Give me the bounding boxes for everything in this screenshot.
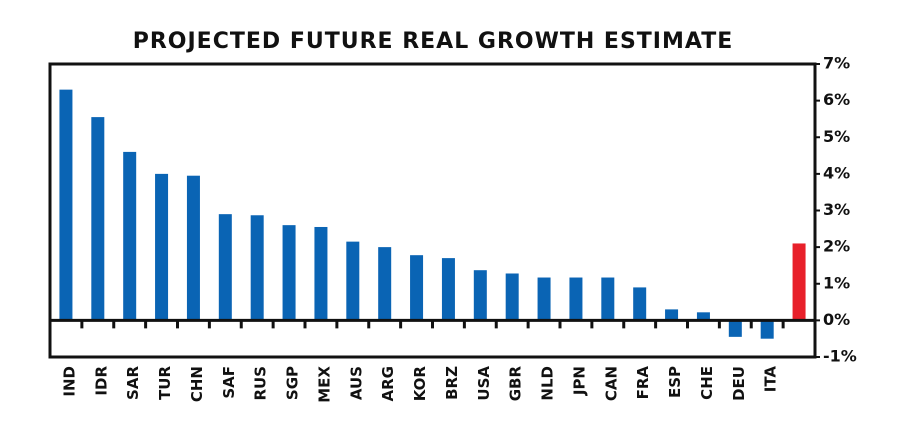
bar [314, 226, 328, 321]
bar [473, 270, 487, 321]
x-tick-label: ARG [379, 366, 397, 401]
x-tick-label: USA [475, 366, 493, 401]
y-tick-label: 7% [823, 54, 850, 73]
x-tick-label: AUS [347, 366, 365, 400]
bar [537, 277, 551, 321]
y-tick-label: -1% [823, 347, 857, 366]
x-tick-label: SGP [284, 366, 302, 400]
x-tick-label: TUR [156, 366, 174, 400]
x-tick-label: SAF [220, 366, 238, 399]
x-tick-label: GBR [507, 366, 525, 402]
x-tick-label: SAR [124, 366, 142, 400]
bar [155, 173, 169, 321]
y-tick-label: 5% [823, 127, 850, 146]
y-tick-label: 6% [823, 90, 850, 109]
x-tick-label: NLD [539, 366, 557, 401]
bar [601, 277, 615, 321]
x-tick-label: JPN [570, 366, 588, 396]
x-tick-label: FRA [634, 366, 652, 400]
bar [123, 151, 137, 321]
bar [728, 320, 742, 337]
x-tick-label: MEX [315, 366, 333, 403]
bar [792, 243, 806, 321]
x-tick-label: ESP [666, 366, 684, 398]
x-tick-label: DEU [730, 366, 748, 401]
bar [633, 287, 647, 321]
x-tick-label: KOR [411, 366, 429, 402]
x-tick-label: BRZ [443, 366, 461, 400]
plot-frame [48, 62, 817, 359]
y-tick-label: 1% [823, 273, 850, 292]
bar [186, 175, 200, 321]
y-tick-label: 2% [823, 237, 850, 256]
bar [441, 258, 455, 321]
bar [346, 241, 360, 321]
bar [250, 215, 264, 321]
bar [665, 309, 679, 321]
y-tick-label: 0% [823, 310, 850, 329]
y-tick-label: 3% [823, 200, 850, 219]
bar [218, 214, 232, 321]
bar [410, 255, 424, 321]
chart-title: PROJECTED FUTURE REAL GROWTH ESTIMATE [133, 29, 734, 54]
x-tick-label: RUS [252, 366, 270, 401]
x-tick-label: CHN [188, 366, 206, 402]
bar [696, 312, 710, 321]
y-tick-label: 4% [823, 163, 850, 182]
x-tick-label: IDR [92, 366, 110, 396]
bar [569, 277, 583, 321]
x-tick-label: ITA [762, 366, 780, 393]
bar [91, 117, 105, 321]
bar [59, 89, 73, 321]
bar [282, 225, 296, 321]
bar [505, 273, 519, 321]
x-tick-label: CAN [602, 366, 620, 401]
bar [760, 320, 774, 339]
bar [378, 247, 392, 321]
x-tick-label: CHE [698, 366, 716, 400]
x-tick-label: IND [60, 366, 78, 397]
